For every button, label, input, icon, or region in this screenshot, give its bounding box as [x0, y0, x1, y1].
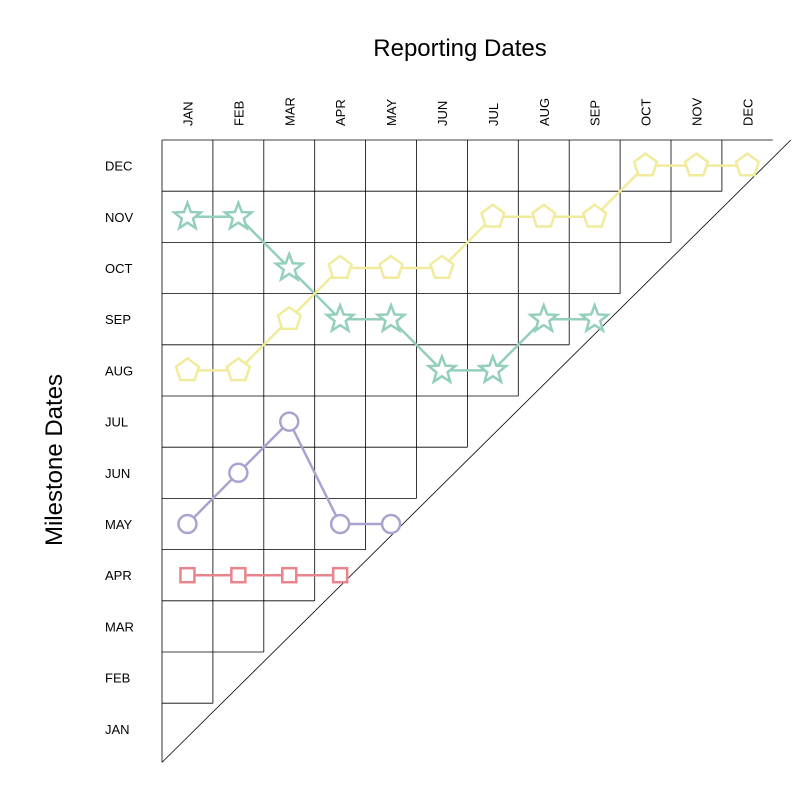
x-tick-label: JAN — [180, 101, 195, 126]
data-point-circle — [228, 462, 249, 484]
data-point-circle — [279, 411, 300, 432]
y-tick-labels: JAN FEB MAR APR MAY JUN JUL AUG SEP OCT NOV DEC — [105, 159, 134, 737]
data-point-star — [374, 301, 408, 334]
data-point-pentagon — [276, 305, 303, 331]
x-tick-label: OCT — [639, 99, 654, 127]
data-point-star — [425, 352, 459, 385]
data-point-star — [170, 199, 205, 232]
y-tick-label: DEC — [105, 159, 132, 174]
series-circle — [177, 411, 402, 535]
y-tick-label: NOV — [105, 210, 134, 225]
x-tick-label: APR — [333, 99, 348, 126]
x-tick-label: MAR — [282, 97, 297, 126]
data-point-pentagon — [479, 203, 506, 228]
grid — [161, 139, 792, 763]
data-point-square — [230, 566, 247, 584]
y-tick-label: FEB — [105, 671, 130, 686]
x-tick-labels: JAN FEB MAR APR MAY JUN JUL AUG SEP OCT NOV DEC — [180, 97, 755, 126]
x-tick-label: JUN — [435, 101, 450, 126]
data-point-star — [272, 250, 306, 283]
x-tick-label: DEC — [740, 99, 755, 126]
data-point-pentagon — [632, 152, 659, 177]
y-tick-label: JUL — [105, 415, 128, 430]
y-tick-label: AUG — [105, 363, 133, 378]
y-tick-label: JAN — [105, 722, 130, 737]
y-tick-label: MAR — [105, 619, 134, 634]
x-tick-label: FEB — [231, 101, 246, 126]
data-point-square — [331, 566, 349, 584]
series-star — [170, 199, 612, 385]
y-axis-title: Milestone Dates — [41, 374, 68, 546]
data-point-circle — [177, 513, 198, 535]
data-point-square — [281, 566, 298, 584]
x-tick-label: SEP — [588, 100, 603, 126]
y-tick-label: OCT — [105, 261, 133, 276]
grid-diagonal — [161, 139, 792, 763]
series-square — [179, 566, 349, 584]
y-tick-label: SEP — [105, 312, 131, 327]
y-tick-label: APR — [105, 568, 132, 583]
data-point-square — [179, 566, 196, 584]
series-pentagon — [174, 152, 761, 382]
data-point-pentagon — [734, 152, 761, 177]
x-tick-label: JUL — [486, 103, 501, 126]
data-point-pentagon — [174, 356, 201, 382]
y-tick-label: MAY — [105, 517, 133, 532]
data-point-pentagon — [327, 254, 354, 279]
x-tick-label: MAY — [384, 98, 399, 126]
data-point-pentagon — [683, 152, 710, 177]
data-point-circle — [380, 513, 402, 535]
data-point-pentagon — [429, 254, 455, 279]
data-point-pentagon — [225, 356, 252, 382]
x-axis-title: Reporting Dates — [373, 35, 546, 62]
data-point-pentagon — [581, 203, 608, 228]
y-tick-label: JUN — [105, 466, 130, 481]
data-point-pentagon — [530, 203, 557, 228]
data-point-circle — [329, 513, 351, 535]
data-point-star — [323, 301, 357, 334]
series-layer — [170, 152, 761, 584]
data-point-star — [577, 301, 612, 334]
x-tick-label: AUG — [537, 98, 552, 126]
series-line — [186, 420, 392, 526]
data-point-star — [221, 199, 256, 232]
data-point-star — [476, 352, 510, 385]
x-tick-label: NOV — [689, 98, 704, 127]
data-point-pentagon — [378, 254, 404, 279]
data-point-star — [527, 301, 561, 334]
